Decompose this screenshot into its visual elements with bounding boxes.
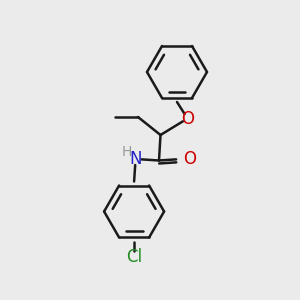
Text: O: O [183, 150, 196, 168]
Text: H: H [122, 146, 132, 159]
Text: N: N [129, 150, 142, 168]
Text: O: O [181, 110, 194, 128]
Text: Cl: Cl [126, 248, 142, 266]
